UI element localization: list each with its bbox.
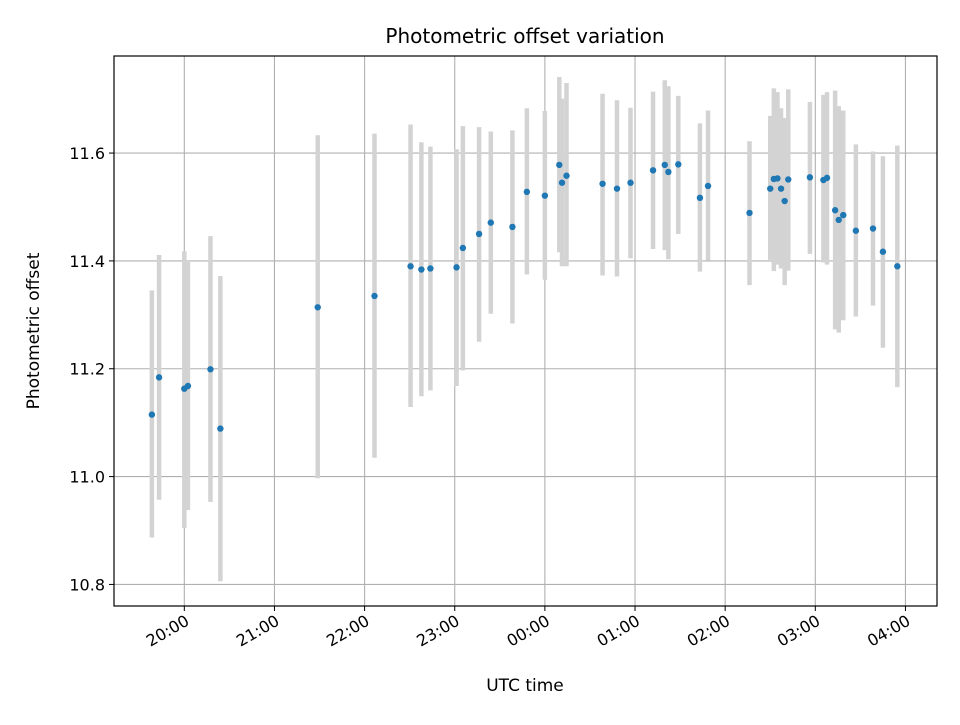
y-axis-ticks: 10.8 11.0 11.2 11.4 11.6: [69, 144, 114, 594]
y-tick-label: 10.8: [69, 575, 105, 594]
data-point: [541, 192, 549, 199]
data-point: [665, 168, 672, 176]
data-point: [509, 223, 516, 231]
data-point: [407, 263, 414, 270]
data-point: [627, 179, 634, 186]
data-point: [563, 172, 570, 179]
data-point: [835, 216, 842, 224]
data-point: [148, 411, 156, 418]
y-tick-label: 11.2: [69, 360, 105, 379]
data-point: [371, 292, 378, 300]
data-point: [675, 161, 682, 168]
data-point: [661, 161, 668, 169]
data-point: [767, 185, 774, 192]
data-point: [777, 185, 785, 192]
plot-frame: [113, 55, 938, 607]
data-point: [155, 374, 163, 381]
x-axis-label: UTC time: [486, 676, 564, 696]
data-point: [427, 265, 434, 272]
data-point: [314, 304, 321, 311]
data-point: [217, 425, 224, 432]
data-point: [599, 180, 606, 187]
data-point: [879, 248, 887, 255]
data-point: [831, 207, 839, 214]
data-point: [475, 230, 483, 238]
data-point: [823, 174, 831, 182]
data-point: [746, 209, 753, 217]
data-point: [704, 182, 712, 190]
data-point: [523, 188, 531, 196]
y-tick-label: 11.6: [69, 144, 105, 163]
data-point: [184, 382, 192, 390]
data-point: [781, 197, 788, 205]
data-point: [869, 225, 877, 232]
chart-title: Photometric offset variation: [385, 24, 664, 48]
data-point: [840, 211, 847, 219]
data-point: [852, 227, 860, 234]
data-points: [148, 161, 901, 432]
data-point: [459, 244, 467, 252]
data-point: [487, 219, 494, 226]
data-point: [785, 176, 792, 183]
data-point: [774, 175, 781, 182]
data-point: [558, 179, 566, 186]
data-point: [613, 185, 621, 192]
y-tick-label: 11.0: [69, 468, 105, 487]
data-point: [696, 194, 704, 202]
data-point: [649, 167, 657, 174]
y-axis-label: Photometric offset: [24, 252, 44, 409]
y-tick-label: 11.4: [69, 252, 105, 271]
data-point: [453, 264, 460, 271]
data-point: [418, 266, 425, 273]
data-point: [556, 161, 563, 169]
data-point: [806, 174, 814, 181]
data-point: [894, 263, 901, 270]
data-point: [207, 366, 214, 373]
